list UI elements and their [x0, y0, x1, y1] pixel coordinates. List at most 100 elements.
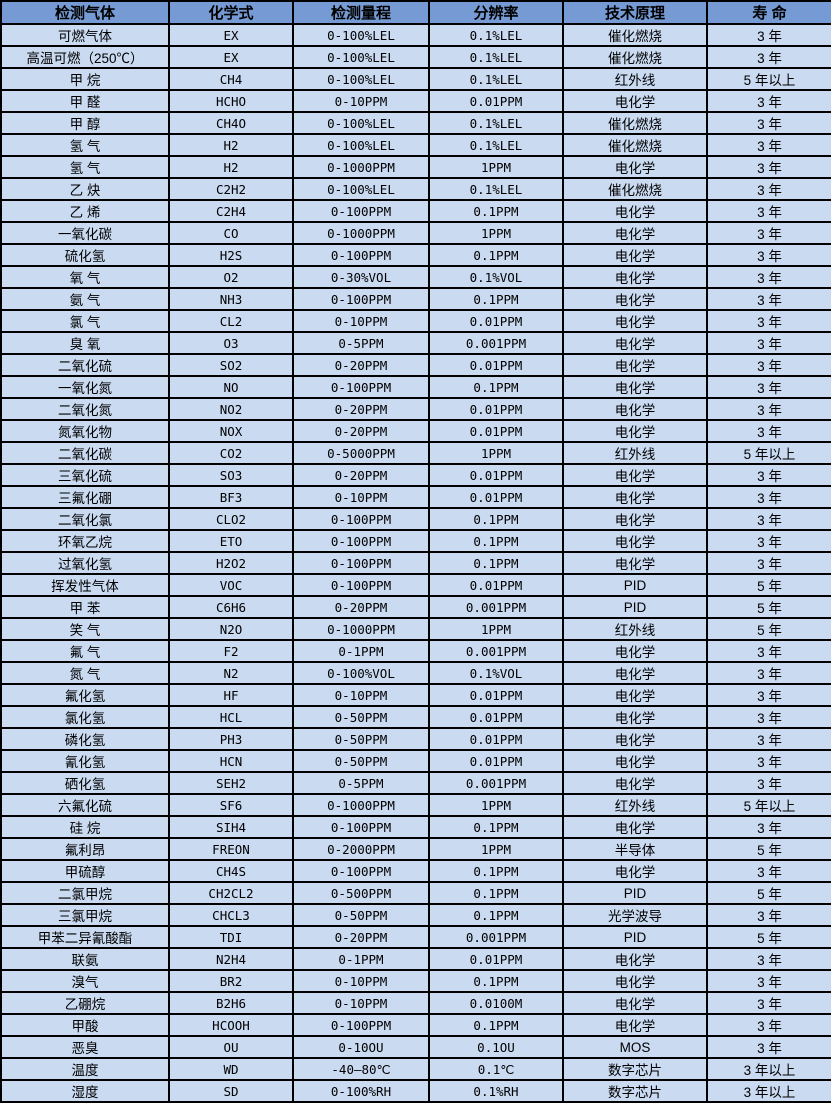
- cell-formula: C2H4: [168, 199, 294, 223]
- cell-formula: HF: [168, 683, 294, 707]
- cell-resolution: 0.1PPM: [428, 287, 564, 311]
- table-row: 一氧化碳 CO 0-1000PPM 1PPM 电化学 3 年: [0, 221, 831, 245]
- cell-gas: 环氧乙烷: [0, 529, 170, 553]
- cell-lifespan: 3 年: [706, 309, 831, 333]
- cell-gas: 乙硼烷: [0, 991, 170, 1015]
- cell-range: 0-100%VOL: [292, 661, 430, 685]
- cell-formula: H2S: [168, 243, 294, 267]
- cell-resolution: 0.1%VOL: [428, 661, 564, 685]
- cell-gas: 三氧化硫: [0, 463, 170, 487]
- cell-resolution: 0.1PPM: [428, 375, 564, 399]
- cell-range: 0-1000PPM: [292, 155, 430, 179]
- cell-resolution: 0.1PPM: [428, 551, 564, 575]
- cell-range: 0-100%LEL: [292, 133, 430, 157]
- cell-range: 0-100PPM: [292, 287, 430, 311]
- table-row: 三氧化硫 SO3 0-20PPM 0.01PPM 电化学 3 年: [0, 463, 831, 487]
- cell-formula: C6H6: [168, 595, 294, 619]
- table-row: 甲 醇 CH4O 0-100%LEL 0.1%LEL 催化燃烧 3 年: [0, 111, 831, 135]
- cell-gas: 三氟化硼: [0, 485, 170, 509]
- cell-lifespan: 3 年: [706, 551, 831, 575]
- cell-principle: 电化学: [562, 661, 708, 685]
- cell-formula: CH2CL2: [168, 881, 294, 905]
- cell-lifespan: 5 年: [706, 617, 831, 641]
- cell-range: 0-10PPM: [292, 485, 430, 509]
- table-row: 过氧化氢 H2O2 0-100PPM 0.1PPM 电化学 3 年: [0, 551, 831, 575]
- cell-lifespan: 3 年: [706, 859, 831, 883]
- cell-resolution: 0.01PPM: [428, 705, 564, 729]
- cell-range: 0-20PPM: [292, 397, 430, 421]
- table-row: 硫化氢 H2S 0-100PPM 0.1PPM 电化学 3 年: [0, 243, 831, 267]
- table-row: 联氨 N2H4 0-1PPM 0.01PPM 电化学 3 年: [0, 947, 831, 971]
- cell-principle: 红外线: [562, 617, 708, 641]
- cell-principle: MOS: [562, 1035, 708, 1059]
- cell-resolution: 0.1PPM: [428, 815, 564, 839]
- cell-principle: 电化学: [562, 705, 708, 729]
- cell-lifespan: 3 年: [706, 375, 831, 399]
- table-row: 恶臭 OU 0-10OU 0.1OU MOS 3 年: [0, 1035, 831, 1059]
- cell-gas: 氰化氢: [0, 749, 170, 773]
- cell-principle: 电化学: [562, 815, 708, 839]
- cell-formula: NO2: [168, 397, 294, 421]
- cell-principle: 电化学: [562, 727, 708, 751]
- cell-gas: 硒化氢: [0, 771, 170, 795]
- table-row: 氰化氢 HCN 0-50PPM 0.01PPM 电化学 3 年: [0, 749, 831, 773]
- cell-formula: HCHO: [168, 89, 294, 113]
- cell-range: 0-50PPM: [292, 727, 430, 751]
- cell-formula: H2: [168, 133, 294, 157]
- cell-lifespan: 3 年以上: [706, 1079, 831, 1103]
- cell-resolution: 0.001PPM: [428, 331, 564, 355]
- cell-principle: 电化学: [562, 309, 708, 333]
- cell-principle: 催化燃烧: [562, 177, 708, 201]
- cell-formula: BR2: [168, 969, 294, 993]
- cell-principle: 催化燃烧: [562, 133, 708, 157]
- cell-resolution: 0.1PPM: [428, 881, 564, 905]
- cell-resolution: 1PPM: [428, 837, 564, 861]
- table-row: 笑 气 N2O 0-1000PPM 1PPM 红外线 5 年: [0, 617, 831, 641]
- cell-lifespan: 3 年: [706, 661, 831, 685]
- cell-range: 0-1000PPM: [292, 793, 430, 817]
- cell-gas: 氧 气: [0, 265, 170, 289]
- cell-gas: 氟化氢: [0, 683, 170, 707]
- cell-formula: ETO: [168, 529, 294, 553]
- cell-resolution: 0.01PPM: [428, 573, 564, 597]
- table-row: 氮 气 N2 0-100%VOL 0.1%VOL 电化学 3 年: [0, 661, 831, 685]
- table-row: 氟 气 F2 0-1PPM 0.001PPM 电化学 3 年: [0, 639, 831, 663]
- cell-gas: 磷化氢: [0, 727, 170, 751]
- cell-range: 0-5PPM: [292, 331, 430, 355]
- cell-formula: BF3: [168, 485, 294, 509]
- cell-resolution: 0.1%LEL: [428, 23, 564, 47]
- cell-lifespan: 3 年: [706, 221, 831, 245]
- cell-principle: 电化学: [562, 243, 708, 267]
- cell-gas: 三氯甲烷: [0, 903, 170, 927]
- cell-gas: 二氧化碳: [0, 441, 170, 465]
- cell-gas: 甲 苯: [0, 595, 170, 619]
- cell-principle: 电化学: [562, 507, 708, 531]
- cell-resolution: 0.1%LEL: [428, 67, 564, 91]
- cell-resolution: 0.1PPM: [428, 969, 564, 993]
- table-row: 甲 醛 HCHO 0-10PPM 0.01PPM 电化学 3 年: [0, 89, 831, 113]
- cell-formula: NH3: [168, 287, 294, 311]
- cell-range: 0-100PPM: [292, 529, 430, 553]
- cell-principle: 红外线: [562, 441, 708, 465]
- cell-resolution: 0.01PPM: [428, 749, 564, 773]
- table-row: 乙 烯 C2H4 0-100PPM 0.1PPM 电化学 3 年: [0, 199, 831, 223]
- cell-lifespan: 3 年: [706, 1035, 831, 1059]
- table-row: 乙硼烷 B2H6 0-10PPM 0.0100M 电化学 3 年: [0, 991, 831, 1015]
- cell-lifespan: 3 年: [706, 749, 831, 773]
- cell-range: 0-100%LEL: [292, 177, 430, 201]
- cell-range: 0-1PPM: [292, 639, 430, 663]
- table-row: 二氧化碳 CO2 0-5000PPM 1PPM 红外线 5 年以上: [0, 441, 831, 465]
- cell-range: 0-20PPM: [292, 595, 430, 619]
- cell-principle: 半导体: [562, 837, 708, 861]
- table-row: 氯 气 CL2 0-10PPM 0.01PPM 电化学 3 年: [0, 309, 831, 333]
- cell-formula: EX: [168, 45, 294, 69]
- cell-lifespan: 3 年: [706, 683, 831, 707]
- cell-lifespan: 3 年: [706, 155, 831, 179]
- cell-lifespan: 3 年: [706, 485, 831, 509]
- cell-formula: CO2: [168, 441, 294, 465]
- table-row: 氮氧化物 NOX 0-20PPM 0.01PPM 电化学 3 年: [0, 419, 831, 443]
- cell-gas: 联氨: [0, 947, 170, 971]
- cell-resolution: 0.1%VOL: [428, 265, 564, 289]
- cell-gas: 硫化氢: [0, 243, 170, 267]
- cell-lifespan: 3 年: [706, 705, 831, 729]
